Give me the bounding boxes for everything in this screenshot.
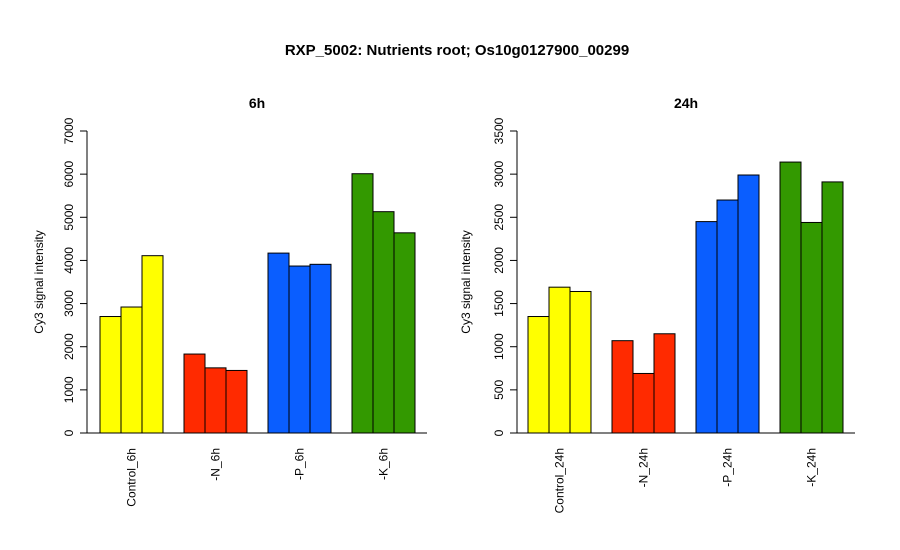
bar xyxy=(716,199,739,434)
bar xyxy=(695,221,718,434)
bar xyxy=(569,290,592,434)
bar xyxy=(267,252,290,434)
category-label: -K_24h xyxy=(805,448,819,487)
category-label: -N_6h xyxy=(209,448,223,481)
bar xyxy=(800,221,823,434)
bar xyxy=(225,369,248,434)
bar xyxy=(288,265,311,434)
category-label: Control_24h xyxy=(553,448,567,513)
y-tick-label: 3000 xyxy=(62,290,76,317)
bar xyxy=(821,181,844,434)
y-tick-label: 4000 xyxy=(62,247,76,274)
y-tick-label: 2500 xyxy=(492,204,506,231)
category-label: -K_6h xyxy=(377,448,391,480)
bar xyxy=(351,173,374,434)
bar xyxy=(393,232,416,434)
bar xyxy=(632,372,655,434)
bar xyxy=(611,340,634,434)
bar xyxy=(204,367,227,434)
category-label: -P_6h xyxy=(293,448,307,480)
bar xyxy=(141,255,164,434)
y-tick-label: 1000 xyxy=(492,333,506,360)
bar xyxy=(183,353,206,434)
chart-panel-6h: 6h Cy3 signal intensity 0 1000 2000 3000 4000 5… xyxy=(32,95,427,507)
bar xyxy=(120,306,143,434)
chart-panel-24h: 24h Cy3 signal intensity 0 500 1000 1500 2000 2… xyxy=(459,95,855,513)
category-label: Control_6h xyxy=(125,448,139,507)
bar xyxy=(309,263,332,434)
y-tick-label: 3000 xyxy=(492,160,506,187)
y-tick-label: 500 xyxy=(492,380,506,400)
y-tick-label: 0 xyxy=(492,429,506,436)
y-axis-label: Cy3 signal intensity xyxy=(32,230,46,333)
bar xyxy=(653,333,676,434)
category-label: -N_24h xyxy=(637,448,651,487)
bar xyxy=(527,316,550,434)
y-tick-label: 1500 xyxy=(492,290,506,317)
bar xyxy=(99,316,122,434)
panel-title: 24h xyxy=(674,95,698,111)
figure-title: RXP_5002: Nutrients root; Os10g0127900_0… xyxy=(285,42,629,59)
y-tick-label: 7000 xyxy=(62,117,76,144)
bar xyxy=(372,211,395,434)
category-label: -P_24h xyxy=(721,448,735,487)
y-tick-label: 1000 xyxy=(62,376,76,403)
y-tick-label: 0 xyxy=(62,429,76,436)
bar xyxy=(548,286,571,434)
y-tick-label: 2000 xyxy=(492,247,506,274)
y-tick-label: 5000 xyxy=(62,204,76,231)
y-tick-label: 3500 xyxy=(492,117,506,144)
panel-title: 6h xyxy=(249,95,265,111)
bar xyxy=(779,161,802,434)
y-tick-label: 6000 xyxy=(62,160,76,187)
bar xyxy=(737,174,760,434)
y-tick-label: 2000 xyxy=(62,333,76,360)
y-axis-label: Cy3 signal intensity xyxy=(459,230,473,333)
